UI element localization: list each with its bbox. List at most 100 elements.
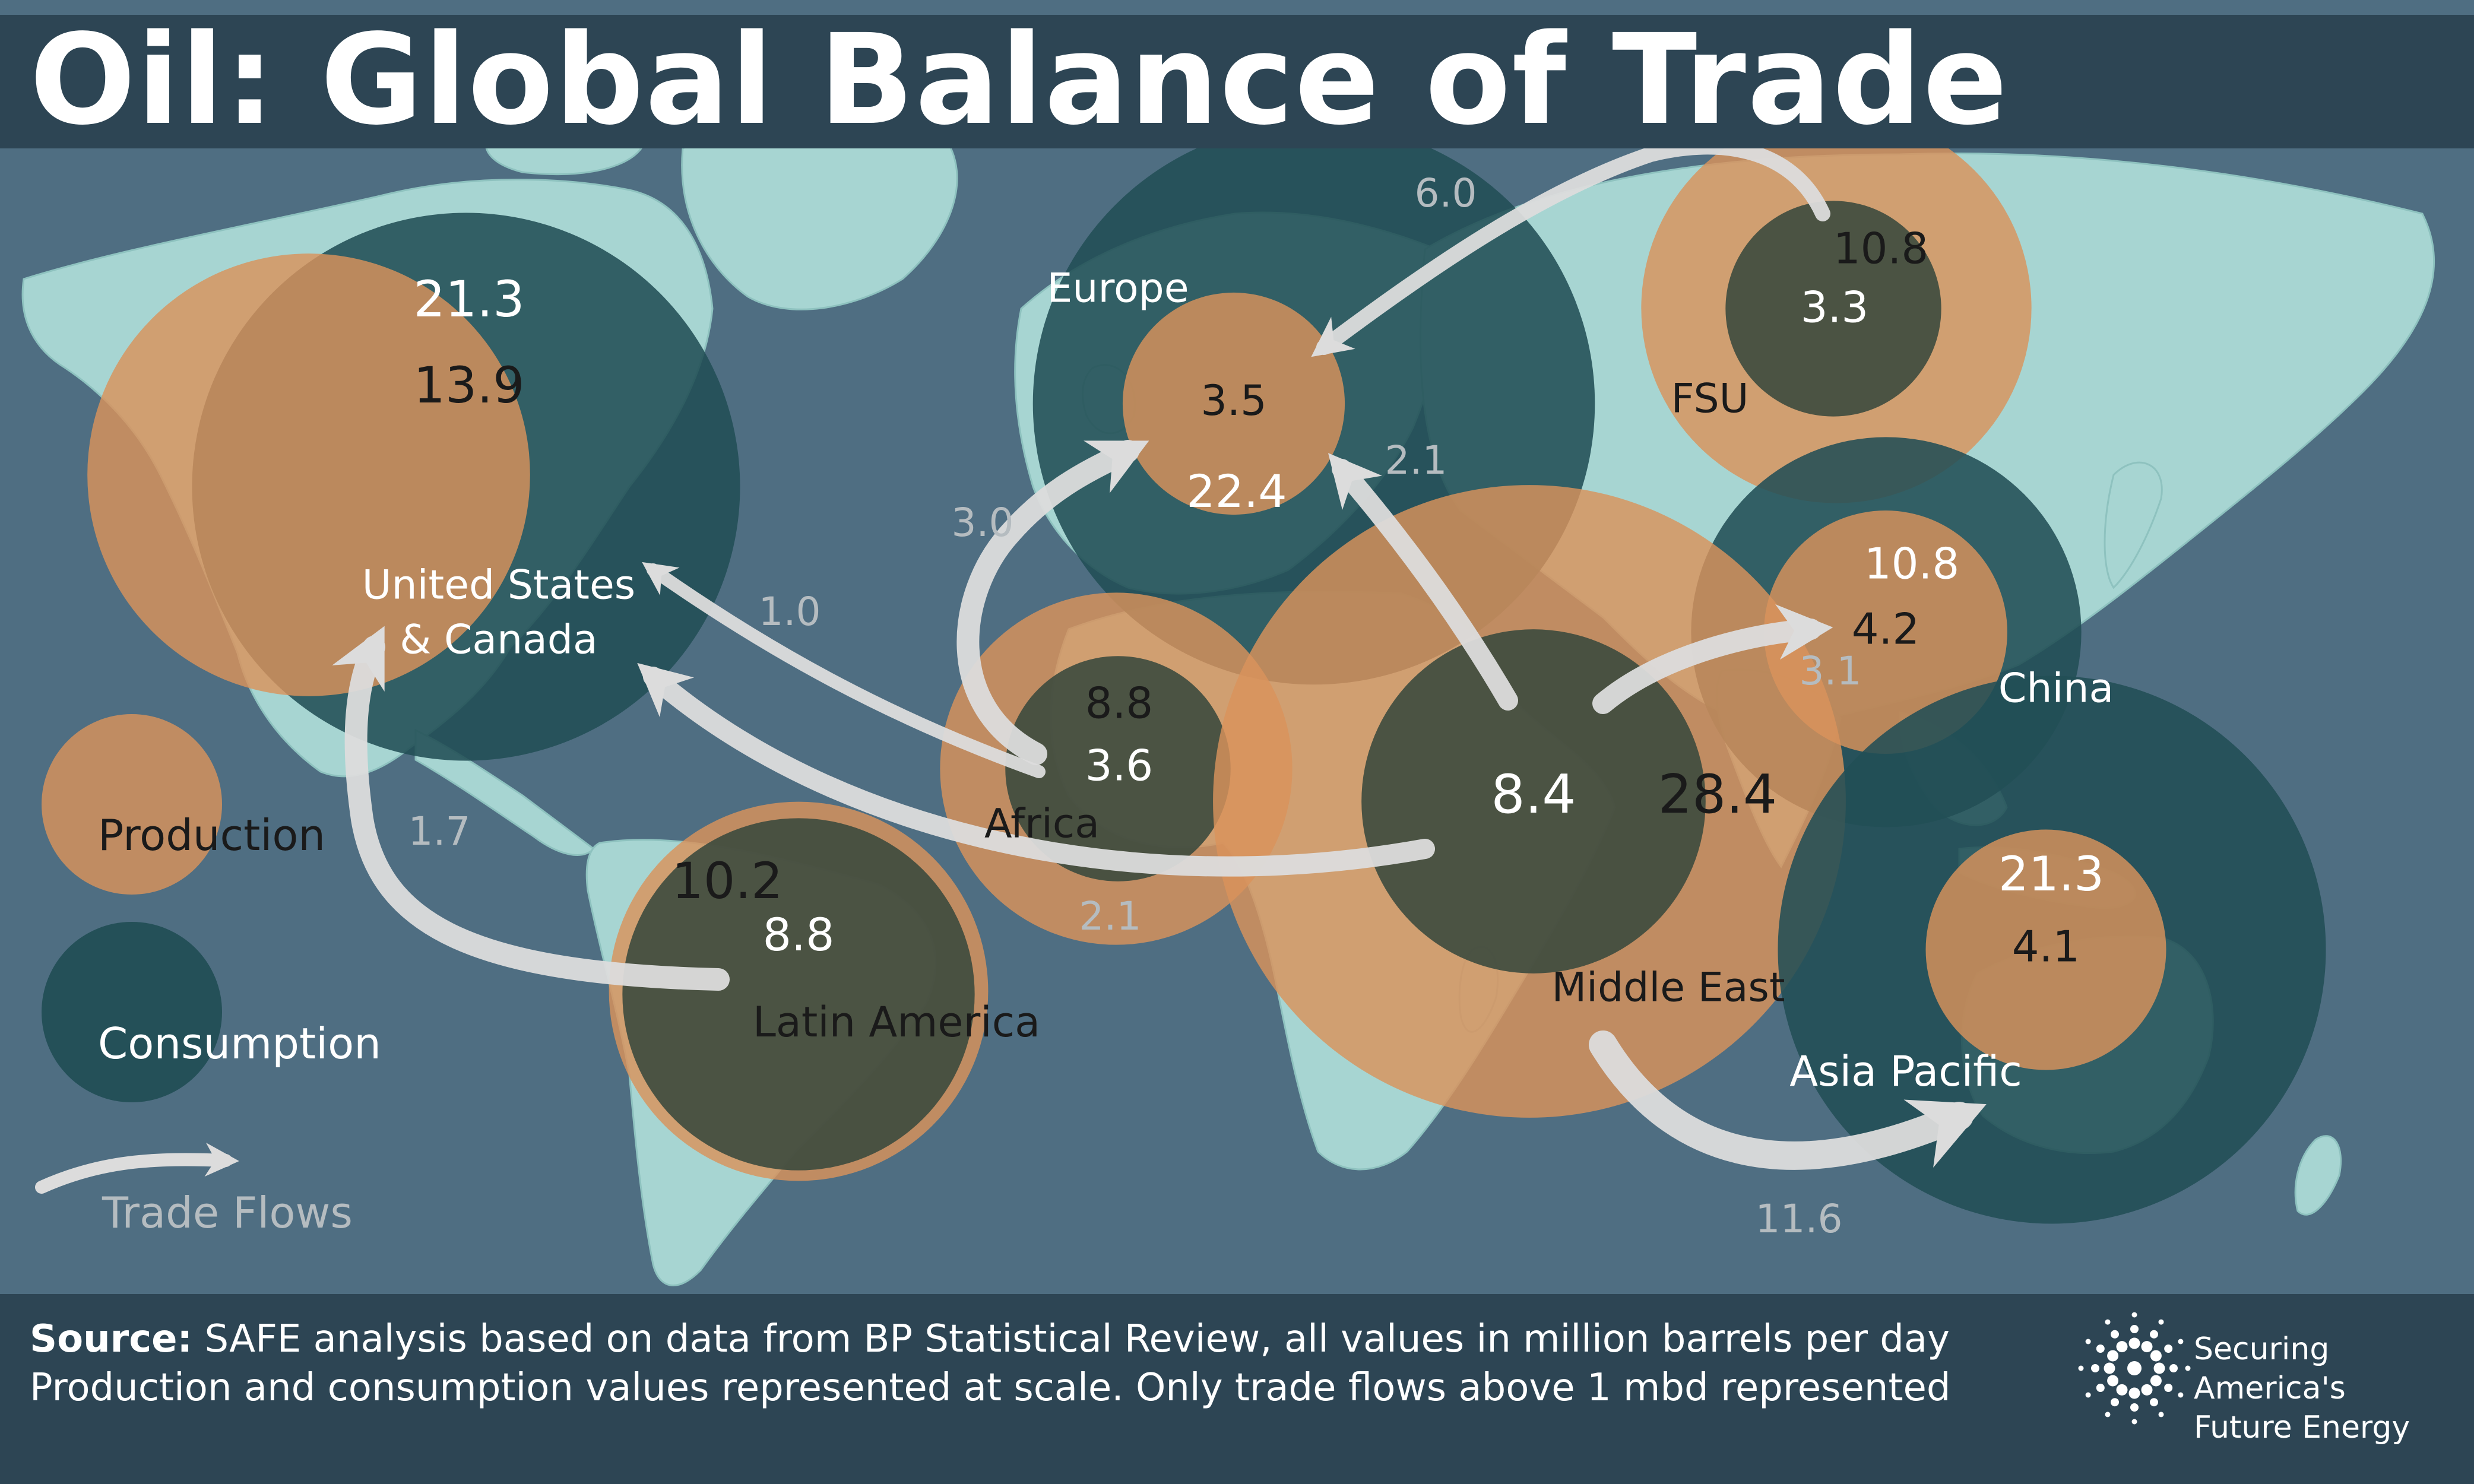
logo-ray-dot — [2091, 1364, 2099, 1372]
logo-ray-dot — [2178, 1392, 2184, 1398]
latin-america-consumption-circle — [622, 818, 975, 1171]
logo-ray-dot — [2105, 1319, 2111, 1325]
legend-consumption-label: Consumption — [98, 1019, 381, 1068]
logo-ray-dot — [2107, 1350, 2119, 1362]
logo-ray-dot — [2078, 1365, 2084, 1371]
latin-america-production-value: 10.2 — [671, 852, 783, 910]
europe-consumption-value: 22.4 — [1186, 465, 1287, 518]
logo-ray-dot — [2096, 1384, 2105, 1392]
middle-east-consumption-value: 8.4 — [1491, 763, 1576, 826]
logo-ray-dot — [2111, 1330, 2119, 1339]
trade-flow-arrow-middle-east-to-china — [1592, 604, 1833, 714]
logo-ray-dot — [2131, 1419, 2137, 1425]
logo-ray-dot — [2107, 1375, 2119, 1387]
japan-land — [2104, 461, 2163, 589]
logo-ray-dot — [2096, 1345, 2105, 1353]
legend-trade-flow-arrow — [35, 1142, 239, 1194]
legend-consumption-swatch — [42, 922, 222, 1102]
logo-ray-dot — [2150, 1398, 2158, 1407]
brand-line-1: Securing America's — [2194, 1331, 2346, 1406]
logo-ray-dot — [2130, 1403, 2139, 1412]
logo-ray-dot — [2104, 1362, 2115, 1374]
fsu-consumption-circle — [1725, 201, 1941, 417]
brand-line-2: Future Energy — [2194, 1410, 2410, 1445]
title-bar — [0, 15, 2474, 148]
logo-ray-dot — [2130, 1325, 2139, 1333]
africa-consumption-circle — [1005, 656, 1231, 881]
trade-flow-arrow-middle-east-to-europe — [1328, 453, 1518, 711]
trade-flow-value-middle-east-to-united-states-and-canada: 2.1 — [1079, 893, 1142, 939]
logo-ray-dot — [2164, 1384, 2173, 1392]
logo-ray-dot — [2158, 1319, 2164, 1325]
trade-flow-arrows — [332, 139, 1987, 1170]
europe-name-label: Europe — [1047, 265, 1189, 312]
middle-east-production-value: 28.4 — [1658, 763, 1777, 826]
china-consumption-value: 10.8 — [1864, 539, 1959, 589]
fsu-consumption-value: 3.3 — [1801, 283, 1869, 332]
source-line-1: Source: SAFE analysis based on data from… — [30, 1315, 1951, 1363]
legend-trade-flows-label: Trade Flows — [102, 1188, 353, 1238]
trade-flow-arrow-middle-east-to-united-states-and-canada — [637, 662, 1435, 877]
trade-flow-arrow-africa-to-europe — [956, 440, 1149, 765]
logo-ray-dot — [2128, 1337, 2140, 1349]
trade-flow-arrow-fsu-to-europe — [1311, 139, 1830, 357]
fsu-name-label: FSU — [1671, 376, 1749, 423]
logo-ray-dot — [2158, 1412, 2164, 1418]
middle-east-name-label: Middle East — [1552, 965, 1785, 1011]
united-states-and-canada-production-value: 13.9 — [413, 356, 524, 414]
logo-ray-dot — [2116, 1384, 2128, 1396]
source-line-2: Production and consumption values repres… — [30, 1366, 1951, 1410]
asia-pacific-production-circle — [1925, 829, 2166, 1070]
logo-ray-dot — [2085, 1339, 2091, 1345]
china-production-value: 4.2 — [1852, 604, 1920, 654]
trade-flow-value-africa-to-united-states-and-canada: 1.0 — [759, 589, 821, 635]
trade-flow-value-middle-east-to-china: 3.1 — [1800, 648, 1862, 694]
latin-america-consumption-value: 8.8 — [763, 908, 835, 961]
logo-ray-dot — [2185, 1365, 2191, 1371]
united-states-and-canada-name-label: & Canada — [400, 617, 597, 664]
china-name-label: China — [1998, 665, 2114, 712]
united-states-and-canada-production-circle — [87, 253, 530, 696]
source-text-1: SAFE analysis based on data from BP Stat… — [204, 1317, 1950, 1361]
source-note: Source: SAFE analysis based on data from… — [30, 1315, 1951, 1412]
trade-flow-value-latin-america-to-united-states-and-canada: 1.7 — [408, 808, 471, 854]
logo-ray-dot — [2178, 1339, 2184, 1345]
logo-ray-dot — [2164, 1345, 2173, 1353]
asia-pacific-production-value: 4.1 — [2012, 922, 2080, 972]
asia-pacific-name-label: Asia Pacific — [1789, 1047, 2022, 1096]
logo-ray-dot — [2150, 1375, 2162, 1387]
africa-consumption-value: 3.6 — [1085, 741, 1154, 791]
asia-pacific-consumption-value: 21.3 — [1998, 846, 2104, 902]
trade-flow-arrow-middle-east-to-asia-pacific — [1589, 1030, 1987, 1170]
logo-ray-dot — [2111, 1398, 2119, 1407]
latin-america-name-label: Latin America — [753, 998, 1040, 1047]
logo-ray-dot — [2116, 1341, 2128, 1353]
united-states-and-canada-consumption-value: 21.3 — [413, 270, 524, 328]
united-states-and-canada-name-label: United States — [362, 562, 635, 609]
new-zealand-land — [2294, 1135, 2342, 1216]
safe-logo-icon — [2078, 1312, 2191, 1425]
logo-ray-dot — [2150, 1330, 2158, 1339]
fsu-production-value: 10.8 — [1833, 224, 1928, 274]
logo-ray-dot — [2085, 1392, 2091, 1398]
logo-ray-dot — [2141, 1341, 2153, 1353]
brand-name: Securing America's Future Energy — [2194, 1330, 2474, 1447]
europe-production-circle — [1122, 292, 1345, 515]
logo-ray-dot — [2105, 1412, 2111, 1418]
logo-ray-dot — [2141, 1384, 2153, 1396]
trade-flow-value-africa-to-europe: 3.0 — [952, 500, 1014, 546]
logo-ray-dot — [2150, 1350, 2162, 1362]
legend-production-swatch — [42, 714, 222, 895]
trade-flow-value-middle-east-to-asia-pacific: 11.6 — [1756, 1196, 1843, 1242]
logo-ray-dot — [2153, 1362, 2165, 1374]
logo-ray-dot — [2128, 1387, 2140, 1399]
page-title: Oil: Global Balance of Trade — [30, 7, 2009, 153]
trade-flow-value-middle-east-to-europe: 2.1 — [1385, 437, 1447, 483]
africa-production-value: 8.8 — [1085, 678, 1154, 728]
legend: Production Consumption Trade Flows — [35, 714, 381, 1238]
source-label: Source: — [30, 1317, 193, 1361]
trade-flow-value-fsu-to-europe: 6.0 — [1415, 170, 1477, 216]
trade-flow-arrow-latin-america-to-united-states-and-canada — [332, 626, 730, 991]
logo-center-dot — [2127, 1361, 2142, 1375]
